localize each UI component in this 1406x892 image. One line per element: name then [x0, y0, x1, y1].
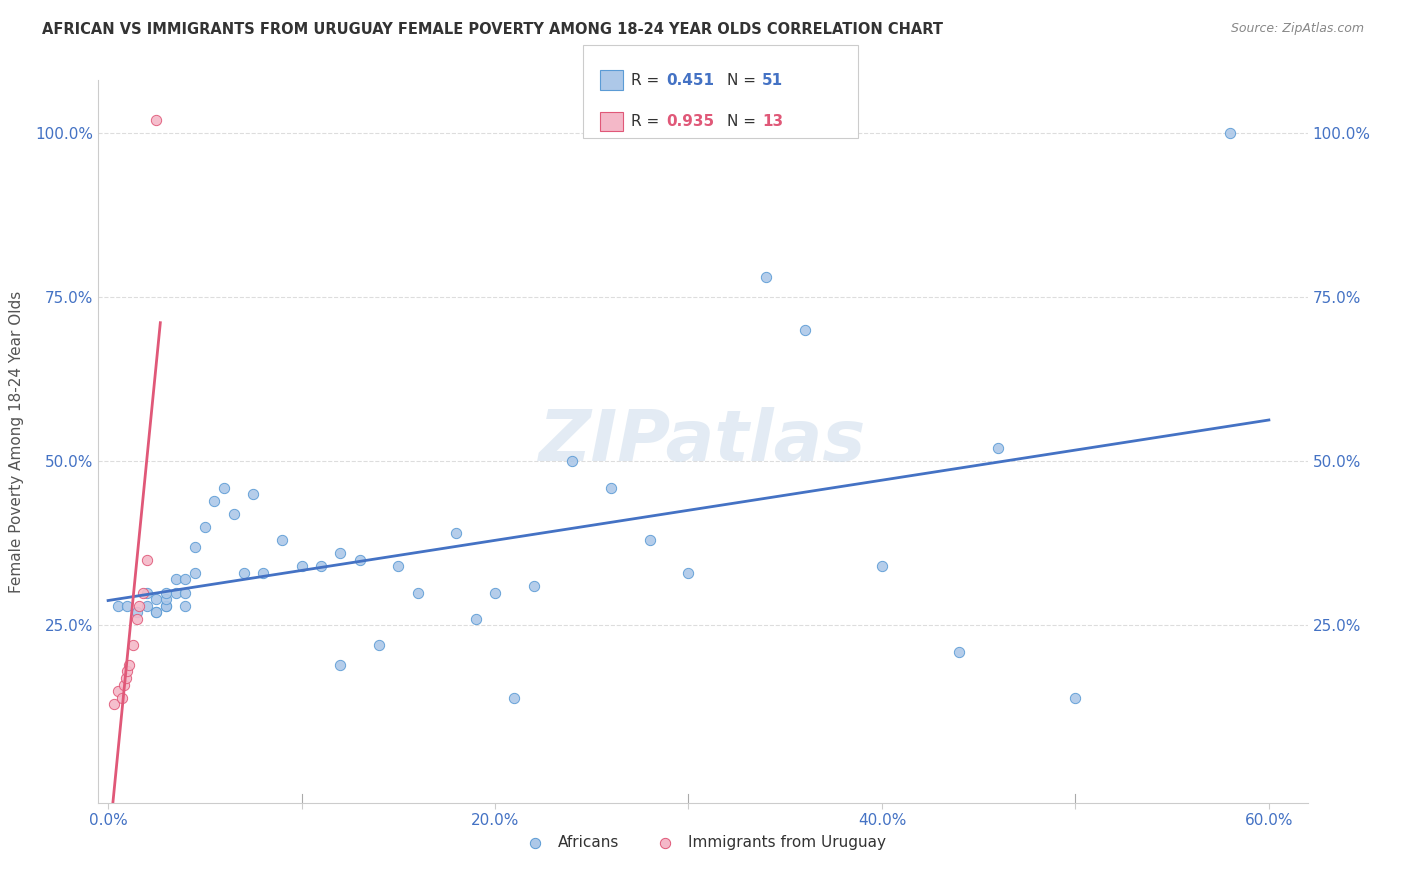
- Point: [232, 566, 254, 580]
- Point: [145, 112, 167, 127]
- Point: [503, 690, 526, 705]
- Point: [135, 553, 157, 567]
- Point: [107, 684, 129, 698]
- Point: [165, 573, 187, 587]
- Point: [114, 671, 136, 685]
- Point: [755, 270, 778, 285]
- Point: [155, 592, 177, 607]
- Point: [132, 585, 155, 599]
- Text: AFRICAN VS IMMIGRANTS FROM URUGUAY FEMALE POVERTY AMONG 18-24 YEAR OLDS CORRELAT: AFRICAN VS IMMIGRANTS FROM URUGUAY FEMAL…: [42, 22, 943, 37]
- Point: [135, 599, 157, 613]
- Text: N =: N =: [727, 72, 761, 87]
- Point: [145, 605, 167, 619]
- Point: [368, 638, 391, 652]
- Point: [174, 585, 197, 599]
- Point: [128, 599, 150, 613]
- Point: [406, 585, 429, 599]
- Point: [349, 553, 371, 567]
- Point: [127, 612, 149, 626]
- Point: [222, 507, 245, 521]
- Point: [155, 585, 177, 599]
- Point: [165, 585, 187, 599]
- Point: [329, 657, 352, 672]
- Point: [271, 533, 294, 547]
- Point: [387, 559, 409, 574]
- Point: [638, 533, 661, 547]
- Point: [290, 559, 312, 574]
- Point: [678, 566, 700, 580]
- Point: [204, 493, 226, 508]
- Point: [329, 546, 352, 560]
- Text: R =: R =: [631, 114, 665, 129]
- Point: [118, 657, 141, 672]
- Point: [103, 698, 125, 712]
- Point: [145, 605, 167, 619]
- Point: [252, 566, 274, 580]
- Point: [122, 638, 145, 652]
- Point: [948, 645, 970, 659]
- Point: [793, 323, 815, 337]
- Legend: Africans, Immigrants from Uruguay: Africans, Immigrants from Uruguay: [513, 830, 893, 856]
- Text: 0.935: 0.935: [666, 114, 714, 129]
- Text: 0.451: 0.451: [666, 72, 714, 87]
- Point: [184, 566, 207, 580]
- Point: [212, 481, 235, 495]
- Text: R =: R =: [631, 72, 665, 87]
- Point: [117, 665, 139, 679]
- Text: 51: 51: [762, 72, 783, 87]
- Point: [184, 540, 207, 554]
- Point: [194, 520, 217, 534]
- Point: [242, 487, 264, 501]
- Point: [1064, 690, 1087, 705]
- Point: [127, 605, 149, 619]
- Point: [600, 481, 623, 495]
- Text: N =: N =: [727, 114, 761, 129]
- Point: [117, 599, 139, 613]
- Point: [111, 690, 134, 705]
- Point: [174, 573, 197, 587]
- Point: [155, 599, 177, 613]
- Point: [870, 559, 893, 574]
- Point: [112, 677, 135, 691]
- Point: [523, 579, 546, 593]
- Point: [561, 454, 583, 468]
- Point: [464, 612, 486, 626]
- Point: [446, 526, 468, 541]
- Point: [145, 592, 167, 607]
- Y-axis label: Female Poverty Among 18-24 Year Olds: Female Poverty Among 18-24 Year Olds: [10, 291, 24, 592]
- Point: [309, 559, 332, 574]
- Point: [1219, 126, 1241, 140]
- Point: [135, 585, 157, 599]
- Point: [484, 585, 506, 599]
- Point: [155, 599, 177, 613]
- Text: Source: ZipAtlas.com: Source: ZipAtlas.com: [1230, 22, 1364, 36]
- Point: [174, 599, 197, 613]
- Point: [987, 441, 1010, 455]
- Text: ZIPatlas: ZIPatlas: [540, 407, 866, 476]
- Point: [107, 599, 129, 613]
- Text: 13: 13: [762, 114, 783, 129]
